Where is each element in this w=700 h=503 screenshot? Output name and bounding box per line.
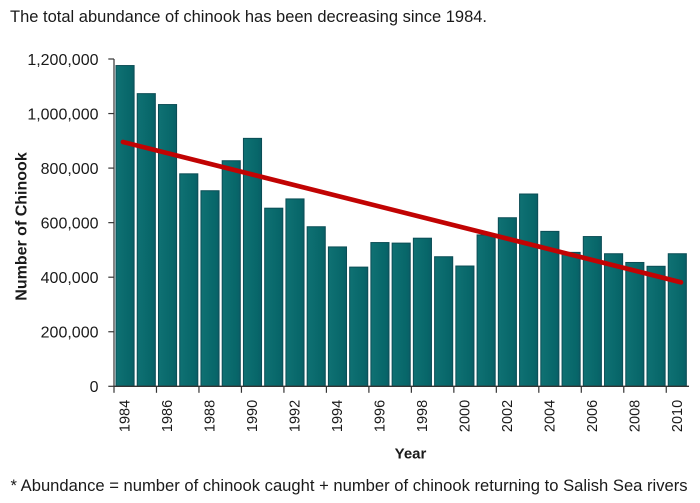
svg-text:1,200,000: 1,200,000 [27, 52, 98, 69]
svg-text:2002: 2002 [500, 400, 516, 432]
svg-text:1998: 1998 [415, 400, 431, 432]
svg-text:The total abundance of chinook: The total abundance of chinook has been … [10, 8, 487, 26]
svg-text:Number of Chinook: Number of Chinook [14, 152, 31, 301]
svg-text:200,000: 200,000 [41, 325, 99, 342]
svg-text:2008: 2008 [628, 400, 644, 432]
svg-text:1,000,000: 1,000,000 [27, 106, 98, 123]
svg-text:* Abundance = number of chinoo: * Abundance = number of chinook caught +… [11, 476, 688, 495]
svg-text:Year: Year [395, 446, 427, 463]
svg-text:2004: 2004 [543, 400, 559, 432]
svg-text:1994: 1994 [330, 400, 346, 432]
svg-text:2010: 2010 [670, 400, 686, 432]
svg-text:600,000: 600,000 [41, 215, 99, 232]
svg-text:1986: 1986 [160, 400, 176, 432]
svg-text:800,000: 800,000 [41, 161, 99, 178]
svg-text:1996: 1996 [373, 400, 389, 432]
svg-text:2006: 2006 [585, 400, 601, 432]
svg-text:1990: 1990 [245, 400, 261, 432]
svg-text:1992: 1992 [288, 400, 304, 432]
svg-text:400,000: 400,000 [41, 270, 99, 287]
svg-text:2000: 2000 [458, 400, 474, 432]
svg-text:1988: 1988 [203, 400, 219, 432]
svg-text:1984: 1984 [118, 400, 134, 432]
svg-text:0: 0 [90, 379, 99, 396]
